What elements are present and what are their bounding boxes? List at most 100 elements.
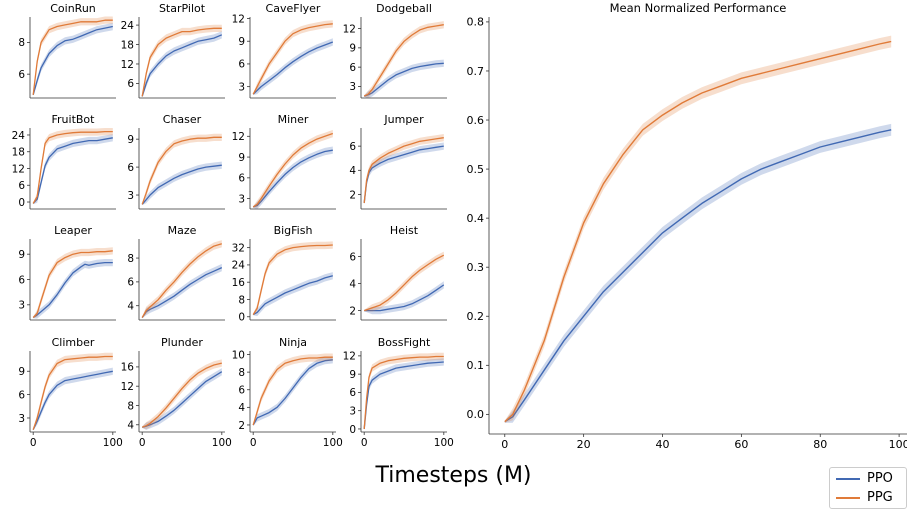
panel-title-fruitbot: FruitBot — [52, 113, 96, 126]
line-ppg-starpilot — [141, 27, 222, 97]
line-ppg-fruitbot — [32, 130, 113, 204]
line-ppg-miner — [252, 132, 334, 208]
y-tick-label-starpilot: 6 — [127, 78, 134, 90]
line-ppg-plunder — [141, 362, 222, 428]
y-tick-label-plunder: 12 — [121, 381, 134, 393]
line-ppg-leaper — [32, 250, 113, 318]
panel-jumper: Jumper 2 4 6 — [349, 113, 447, 210]
y-tick-label-bigfish: 0 — [238, 312, 245, 324]
line-ppo-leaper — [32, 261, 113, 319]
y-tick-label-bigfish: 8 — [238, 294, 245, 306]
line-ppo-climber — [32, 370, 113, 430]
y-tick-label-ninja: 4 — [238, 402, 245, 414]
panel-title-starpilot: StarPilot — [159, 2, 206, 15]
panel-title-dodgeball: Dodgeball — [376, 2, 432, 15]
panel-leaper: Leaper 3 6 9 — [18, 224, 116, 321]
y-tick-label-mean-normalized-performance: 0.3 — [467, 261, 485, 274]
y-tick-label-caveflyer: 6 — [238, 59, 245, 71]
y-tick-label-bigfish: 16 — [232, 277, 246, 289]
y-tick-label-plunder: 4 — [127, 420, 134, 432]
panel-plunder: Plunder 4 8 12 16 0 100 — [121, 336, 232, 449]
y-tick-label-chaser: 6 — [127, 162, 134, 174]
y-tick-label-dodgeball: 3 — [349, 81, 356, 93]
y-tick-label-miner: 3 — [238, 193, 245, 205]
band-ppg-mean-normalized-performance — [504, 35, 892, 423]
y-tick-label-starpilot: 12 — [121, 59, 134, 71]
panel-title-jumper: Jumper — [383, 113, 424, 126]
band-ppo-caveflyer — [253, 38, 333, 95]
y-tick-label-ninja: 10 — [232, 349, 245, 361]
y-tick-label-mean-normalized-performance: 0.4 — [467, 212, 485, 225]
band-ppg-ninja — [253, 353, 333, 426]
y-tick-label-coinrun: 6 — [18, 69, 25, 81]
y-tick-label-fruitbot: 24 — [12, 130, 26, 142]
panel-title-mean-normalized-performance: Mean Normalized Performance — [610, 1, 787, 15]
y-tick-label-mean-normalized-performance: 0.6 — [467, 114, 485, 127]
y-tick-label-caveflyer: 9 — [238, 36, 245, 48]
y-tick-label-fruitbot: 18 — [12, 147, 25, 159]
y-tick-label-heist: 2 — [349, 305, 356, 317]
line-ppo-chaser — [141, 164, 222, 205]
band-ppg-chaser — [142, 133, 222, 206]
panel-title-climber: Climber — [52, 336, 95, 349]
legend-item-ppg: PPG — [836, 489, 893, 507]
line-ppg-dodgeball — [363, 24, 444, 97]
panel-title-bigfish: BigFish — [274, 224, 313, 237]
y-tick-label-jumper: 2 — [349, 189, 356, 201]
y-tick-label-leaper: 3 — [18, 300, 25, 312]
x-tick-label-mean-normalized-performance: 0 — [501, 438, 508, 451]
band-ppo-miner — [253, 146, 333, 210]
y-tick-label-ninja: 6 — [238, 385, 245, 397]
band-ppo-ninja — [253, 356, 333, 426]
legend-item-ppo: PPO — [836, 470, 893, 488]
y-tick-label-maze: 6 — [127, 277, 134, 289]
panel-title-caveflyer: CaveFlyer — [266, 2, 321, 15]
panel-fruitbot: FruitBot 0 6 12 18 24 — [12, 113, 116, 210]
y-tick-label-climber: 9 — [18, 366, 25, 378]
band-ppo-bigfish — [253, 272, 333, 317]
band-ppo-leaper — [33, 259, 113, 319]
y-tick-label-fruitbot: 0 — [18, 197, 25, 209]
y-tick-label-miner: 9 — [238, 152, 245, 164]
line-ppo-bigfish — [252, 275, 333, 316]
band-ppo-fruitbot — [33, 134, 113, 205]
x-tick-label-ninja: 0 — [250, 437, 257, 449]
band-ppo-climber — [33, 367, 113, 431]
panel-maze: Maze 4 6 8 — [127, 224, 225, 321]
line-ppg-caveflyer — [252, 23, 333, 95]
y-tick-label-mean-normalized-performance: 0.2 — [467, 310, 485, 323]
band-ppo-mean-normalized-performance — [504, 123, 892, 423]
y-tick-label-climber: 6 — [18, 389, 25, 401]
panel-title-maze: Maze — [168, 224, 197, 237]
band-ppg-leaper — [33, 247, 113, 319]
x-tick-label-climber: 100 — [103, 437, 123, 449]
y-tick-label-caveflyer: 12 — [232, 13, 245, 25]
band-ppg-climber — [33, 352, 113, 431]
y-tick-label-fruitbot: 6 — [18, 180, 25, 192]
y-tick-label-bigfish: 24 — [232, 260, 246, 272]
x-tick-label-plunder: 100 — [212, 437, 232, 449]
y-tick-label-maze: 8 — [127, 253, 134, 265]
line-ppo-maze — [141, 267, 223, 318]
y-tick-label-leaper: 6 — [18, 274, 25, 286]
line-ppo-caveflyer — [252, 41, 334, 95]
legend: PPO PPG — [829, 467, 907, 509]
band-ppo-bossfight — [364, 358, 444, 430]
x-tick-label-ninja: 100 — [323, 437, 343, 449]
band-ppo-plunder — [142, 368, 222, 430]
line-ppo-heist — [364, 284, 445, 312]
line-ppg-bigfish — [252, 244, 333, 315]
y-tick-label-coinrun: 8 — [18, 37, 25, 49]
panel-bossfight: BossFight 0 3 6 9 12 0 100 — [343, 336, 454, 449]
y-tick-label-mean-normalized-performance: 0.8 — [467, 16, 485, 29]
y-tick-label-mean-normalized-performance: 0.0 — [467, 408, 485, 421]
x-tick-label-mean-normalized-performance: 60 — [734, 438, 748, 451]
y-tick-label-maze: 4 — [127, 301, 134, 313]
panel-title-plunder: Plunder — [161, 336, 203, 349]
x-tick-label-climber: 0 — [30, 437, 37, 449]
panel-coinrun: CoinRun 6 8 — [18, 2, 116, 99]
panel-mean-normalized-performance: Mean Normalized Performance 0.0 0.1 0.2 0.3 0… — [467, 1, 907, 451]
y-tick-label-miner: 12 — [232, 131, 245, 143]
